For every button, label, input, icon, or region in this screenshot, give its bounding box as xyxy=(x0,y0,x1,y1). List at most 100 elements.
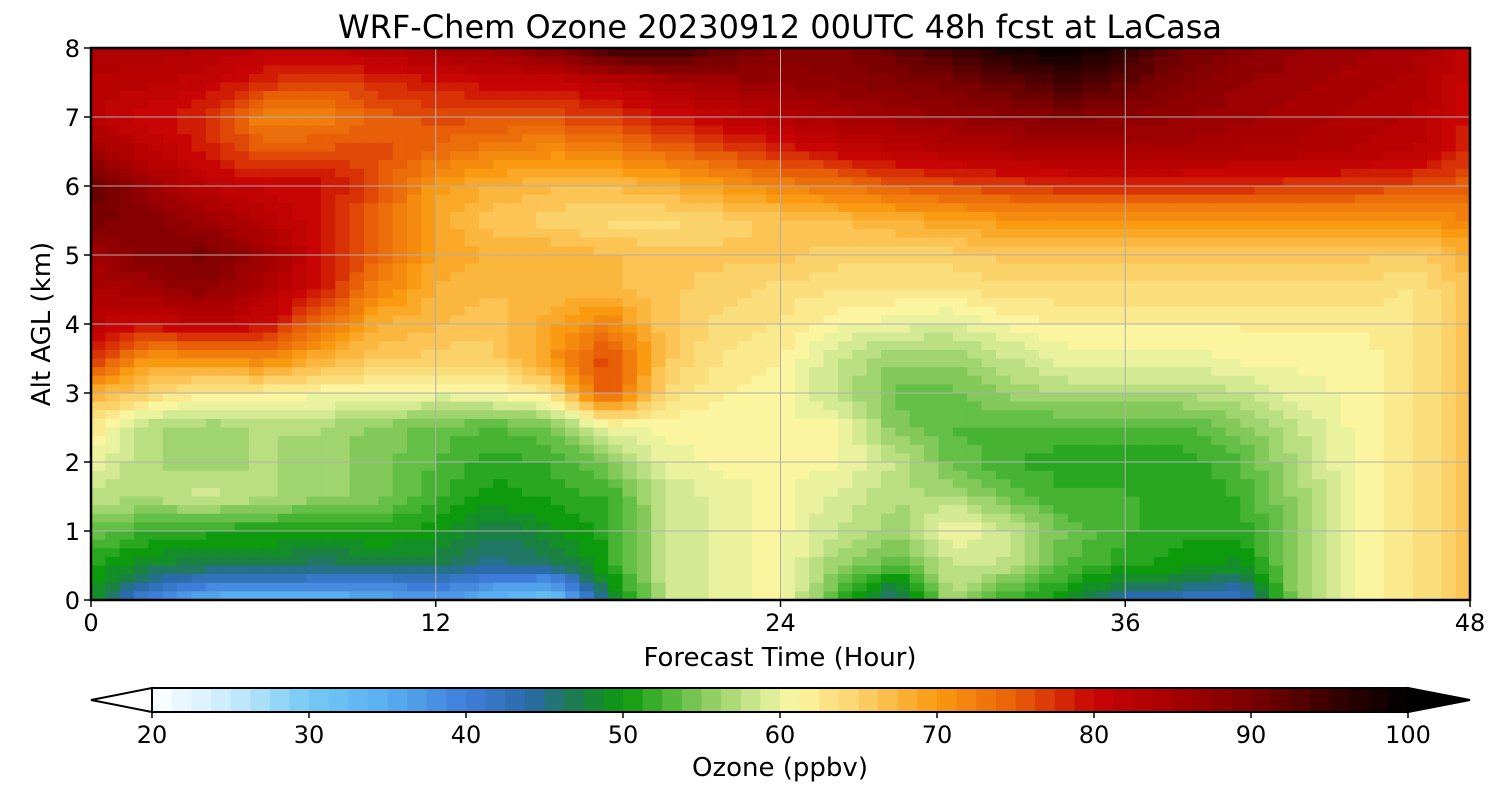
heatmap-cell xyxy=(306,142,322,153)
heatmap-cell xyxy=(694,48,710,58)
heatmap-cell xyxy=(162,393,178,403)
heatmap-cell xyxy=(967,315,983,325)
heatmap-cell xyxy=(1039,246,1055,256)
heatmap-cell xyxy=(1096,229,1112,239)
heatmap-cell xyxy=(177,220,193,230)
heatmap-cell xyxy=(493,470,509,480)
heatmap-cell xyxy=(1024,160,1040,170)
heatmap-cell xyxy=(837,401,853,411)
heatmap-cell xyxy=(421,427,437,437)
heatmap-cell xyxy=(263,117,279,127)
heatmap-cell xyxy=(1240,246,1256,256)
heatmap-cell xyxy=(651,220,667,230)
heatmap-cell xyxy=(794,134,810,144)
heatmap-cell xyxy=(651,349,667,360)
heatmap-cell xyxy=(723,220,738,230)
heatmap-cell xyxy=(378,186,394,196)
heatmap-cell xyxy=(1268,367,1284,377)
heatmap-cell xyxy=(1139,401,1155,411)
heatmap-cell xyxy=(220,479,236,489)
heatmap-cell xyxy=(995,125,1011,135)
heatmap-cell xyxy=(349,410,365,420)
heatmap-cell xyxy=(306,237,322,247)
heatmap-cell xyxy=(349,73,365,84)
heatmap-cell xyxy=(550,151,566,161)
heatmap-cell xyxy=(1096,134,1112,144)
heatmap-cell xyxy=(162,479,178,489)
heatmap-cell xyxy=(1225,289,1241,299)
heatmap-cell xyxy=(780,91,796,101)
heatmap-cell xyxy=(119,91,135,101)
heatmap-cell xyxy=(967,393,983,403)
heatmap-cell xyxy=(1311,393,1327,403)
heatmap-cell xyxy=(1297,401,1313,411)
heatmap-cell xyxy=(363,186,379,196)
heatmap-cell xyxy=(378,418,394,429)
heatmap-cell xyxy=(320,73,336,84)
heatmap-cell xyxy=(708,229,724,239)
heatmap-cell xyxy=(478,203,494,213)
heatmap-cell xyxy=(91,160,106,170)
heatmap-cell xyxy=(320,99,336,109)
heatmap-cell xyxy=(1024,65,1040,75)
heatmap-cell xyxy=(622,160,638,170)
heatmap-cell xyxy=(1125,410,1141,420)
heatmap-cell xyxy=(450,393,466,403)
heatmap-cell xyxy=(392,410,408,420)
heatmap-cell xyxy=(1225,306,1241,316)
heatmap-cell xyxy=(134,418,150,429)
heatmap-cell xyxy=(981,349,997,360)
heatmap-cell xyxy=(1240,73,1256,84)
heatmap-cell xyxy=(1225,246,1241,256)
heatmap-cell xyxy=(277,332,293,342)
heatmap-cell xyxy=(1369,263,1385,273)
heatmap-cell xyxy=(205,444,221,454)
heatmap-cell xyxy=(1125,444,1141,454)
heatmap-cell xyxy=(177,168,193,178)
heatmap-cell xyxy=(780,298,796,308)
heatmap-cell xyxy=(1024,358,1040,368)
heatmap-cell xyxy=(1168,108,1184,118)
heatmap-cell xyxy=(1369,427,1385,437)
heatmap-cell xyxy=(363,479,379,489)
heatmap-cell xyxy=(1010,427,1026,437)
heatmap-cell xyxy=(263,73,279,84)
heatmap-cell xyxy=(852,427,868,437)
heatmap-cell xyxy=(320,125,336,135)
heatmap-cell xyxy=(794,108,810,118)
heatmap-cell xyxy=(320,134,336,144)
heatmap-cell xyxy=(780,263,796,273)
heatmap-cell xyxy=(378,410,394,420)
heatmap-cell xyxy=(967,324,983,334)
heatmap-cell xyxy=(809,367,825,377)
heatmap-cell xyxy=(1067,142,1083,153)
heatmap-cell xyxy=(852,479,868,489)
heatmap-cell xyxy=(134,349,150,360)
heatmap-cell xyxy=(134,142,150,153)
heatmap-cell xyxy=(1297,384,1313,394)
heatmap-cell xyxy=(622,151,638,161)
heatmap-cell xyxy=(737,56,753,66)
heatmap-cell xyxy=(1441,246,1457,256)
heatmap-cell xyxy=(335,367,351,377)
heatmap-cell xyxy=(521,375,537,385)
heatmap-cell xyxy=(679,418,695,429)
heatmap-cell xyxy=(1110,48,1126,58)
heatmap-cell xyxy=(493,56,509,66)
heatmap-cell xyxy=(608,186,624,196)
heatmap-cell xyxy=(1182,73,1198,84)
heatmap-cell xyxy=(1455,255,1470,265)
heatmap-cell xyxy=(1182,358,1198,368)
heatmap-cell xyxy=(1197,117,1213,127)
heatmap-cell xyxy=(1254,99,1270,109)
heatmap-cell xyxy=(766,203,782,213)
heatmap-cell xyxy=(837,453,853,463)
heatmap-cell xyxy=(909,65,925,75)
heatmap-cell xyxy=(421,375,437,385)
heatmap-cell xyxy=(866,82,882,92)
heatmap-cell xyxy=(1053,487,1069,498)
heatmap-cell xyxy=(924,82,940,92)
heatmap-cell xyxy=(694,237,710,247)
heatmap-cell xyxy=(1326,237,1342,247)
heatmap-cell xyxy=(708,470,724,480)
